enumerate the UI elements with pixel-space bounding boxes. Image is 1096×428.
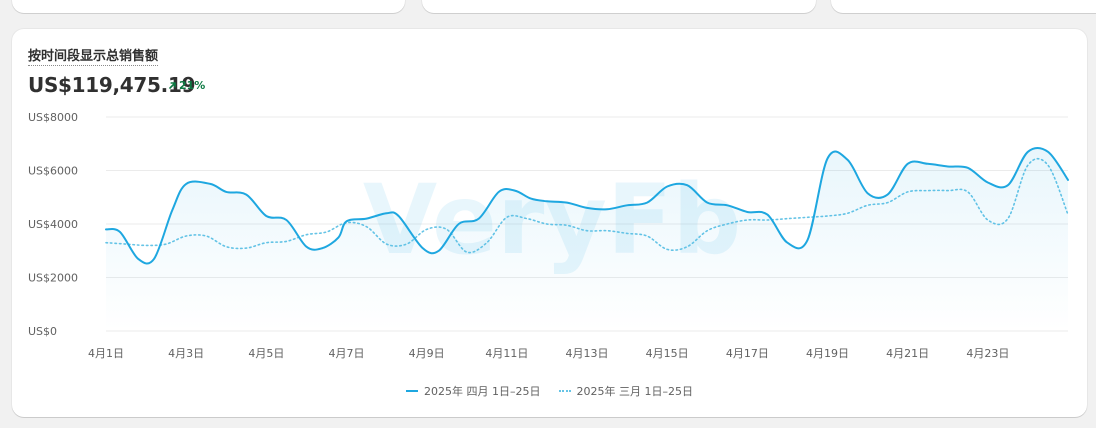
x-tick-label: 4月5日 <box>248 347 284 360</box>
summary-card-3 <box>831 0 1096 13</box>
y-tick-label: US$2000 <box>28 272 78 285</box>
x-tick-label: 4月11日 <box>485 347 528 360</box>
chart-legend: 2025年 四月 1日–25日 2025年 三月 1日–25日 <box>12 383 1087 399</box>
y-tick-label: US$8000 <box>28 111 78 124</box>
legend-item-previous[interactable]: 2025年 三月 1日–25日 <box>558 383 693 399</box>
summary-card-2 <box>422 0 816 13</box>
x-tick-label: 4月19日 <box>806 347 849 360</box>
change-badge: 21% <box>168 79 205 92</box>
x-tick-label: 4月13日 <box>566 347 609 360</box>
arrow-up-right-icon <box>169 82 176 89</box>
x-tick-label: 4月3日 <box>168 347 204 360</box>
x-tick-label: 4月15日 <box>646 347 689 360</box>
legend-swatch-solid <box>406 390 419 392</box>
x-tick-label: 4月17日 <box>726 347 769 360</box>
x-tick-label: 4月23日 <box>966 347 1009 360</box>
legend-label-previous: 2025年 三月 1日–25日 <box>576 385 693 398</box>
summary-card-1 <box>12 0 405 13</box>
total-sales-value: US$119,475.19 <box>28 73 196 97</box>
y-tick-label: US$4000 <box>28 218 78 231</box>
x-tick-label: 4月7日 <box>329 347 365 360</box>
x-tick-label: 4月9日 <box>409 347 445 360</box>
y-tick-label: US$0 <box>28 325 57 338</box>
y-tick-label: US$6000 <box>28 165 78 178</box>
legend-item-current[interactable]: 2025年 四月 1日–25日 <box>406 383 541 399</box>
x-tick-label: 4月21日 <box>886 347 929 360</box>
sales-line-chart: VeryFb US$0US$2000US$4000US$6000US$80004… <box>28 111 1069 360</box>
card-title[interactable]: 按时间段显示总销售额 <box>28 45 159 66</box>
series-area <box>106 147 1068 331</box>
series-line-current[interactable] <box>105 146 1069 265</box>
x-tick-label: 4月1日 <box>88 347 124 360</box>
sales-over-time-card: VeryFb US$0US$2000US$4000US$6000US$80004… <box>12 29 1087 417</box>
change-percent: 21% <box>179 79 206 92</box>
legend-swatch-dotted <box>558 390 571 392</box>
legend-label-current: 2025年 四月 1日–25日 <box>424 385 541 398</box>
